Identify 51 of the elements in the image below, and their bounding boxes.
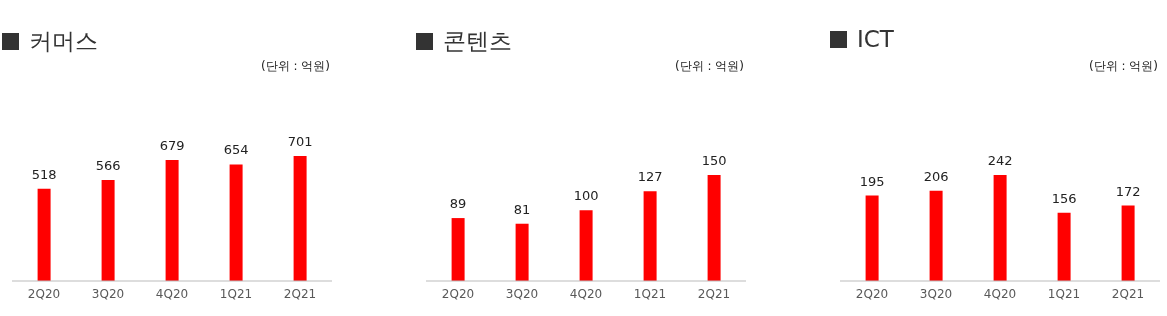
x-tick-label: 4Q20: [155, 286, 189, 301]
bar: [293, 156, 307, 281]
chart-title: 콘텐츠: [443, 27, 512, 56]
data-label: 89: [449, 196, 467, 212]
x-tick-label: 2Q20: [27, 286, 61, 301]
x-tick-label: 2Q21: [1111, 286, 1145, 301]
chart-subtitle: (단위 : 억원): [1088, 58, 1158, 75]
data-label: 150: [701, 152, 727, 168]
bar: [929, 190, 943, 281]
data-label: 100: [573, 188, 599, 204]
bar: [37, 188, 51, 281]
data-label: 518: [31, 166, 57, 182]
x-tick-label: 3Q20: [919, 286, 953, 301]
x-tick-label: 3Q20: [91, 286, 125, 301]
bar: [1057, 212, 1071, 281]
bar: [515, 223, 529, 281]
x-tick-label: 2Q21: [697, 286, 731, 301]
bar: [707, 174, 721, 281]
x-tick-label: 4Q20: [569, 286, 603, 301]
chart-subtitle: (단위 : 억원): [674, 58, 744, 75]
data-label: 654: [223, 142, 249, 158]
x-tick-label: 3Q20: [505, 286, 539, 301]
x-tick-label: 1Q21: [633, 286, 667, 301]
data-label: 127: [637, 169, 663, 185]
bar: [165, 159, 179, 281]
data-label: 206: [923, 168, 949, 184]
data-label: 172: [1115, 183, 1141, 199]
data-label: 679: [159, 137, 185, 153]
data-label: 242: [987, 152, 1013, 168]
bar: [229, 164, 243, 281]
data-label: 701: [287, 134, 313, 149]
bar: [451, 218, 465, 281]
bar: [993, 174, 1007, 281]
chart-title: ICT: [857, 26, 894, 52]
data-label: 566: [95, 158, 121, 174]
x-tick-label: 1Q21: [219, 286, 253, 301]
x-tick-label: 2Q20: [441, 286, 475, 301]
data-label: 195: [859, 173, 885, 189]
x-tick-label: 2Q20: [855, 286, 889, 301]
chart-title: 커머스: [29, 27, 98, 56]
x-tick-label: 4Q20: [983, 286, 1017, 301]
bar: [101, 180, 115, 281]
x-tick-label: 2Q21: [283, 286, 317, 301]
bar: [643, 191, 657, 281]
data-label: 156: [1051, 190, 1077, 206]
bar: [865, 195, 879, 281]
bar: [1121, 205, 1135, 281]
bar: [579, 210, 593, 281]
data-label: 81: [513, 201, 531, 217]
chart-subtitle: (단위 : 억원): [260, 58, 330, 75]
x-tick-label: 1Q21: [1047, 286, 1081, 301]
